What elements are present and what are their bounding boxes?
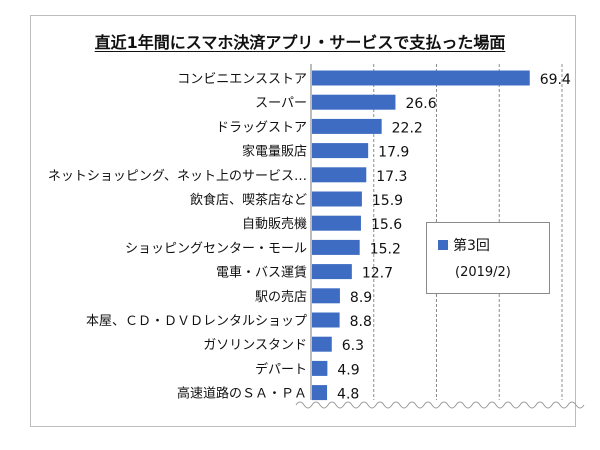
bar — [312, 191, 362, 207]
data-label: 15.9 — [372, 193, 403, 209]
bar — [312, 215, 361, 231]
category-label: 家電量販店 — [242, 144, 307, 160]
category-label: ネットショッピング、ネット上のサービス… — [48, 169, 307, 184]
bar — [312, 70, 530, 86]
bar — [312, 167, 367, 183]
bar — [312, 239, 360, 255]
data-label: 22.2 — [392, 120, 423, 136]
category-label: ドラッグストア — [216, 120, 307, 135]
bar — [312, 264, 352, 280]
data-label: 8.8 — [350, 314, 372, 330]
data-label: 15.6 — [371, 217, 402, 233]
legend-note: (2019/2) — [455, 265, 511, 280]
category-label: 高速道路のＳＡ・ＰＡ — [177, 386, 307, 402]
data-label: 4.9 — [337, 362, 359, 378]
category-label: スーパー — [255, 96, 307, 111]
data-label: 8.9 — [350, 290, 372, 306]
chart-title: 直近1年間にスマホ決済アプリ・サービスで支払った場面 — [94, 33, 506, 52]
category-label: ガソリンスタンド — [203, 338, 307, 353]
bar — [312, 360, 328, 376]
bar — [312, 336, 332, 352]
legend-series-label: 第3回 — [453, 238, 490, 254]
data-label: 26.6 — [405, 96, 436, 112]
category-label: ショッピングセンター・モール — [125, 241, 307, 256]
axis-break-wave — [295, 401, 585, 409]
category-label: 飲食店、喫茶店など — [190, 192, 307, 208]
data-label: 12.7 — [362, 266, 393, 282]
bar — [312, 385, 328, 401]
category-label: 本屋、ＣＤ・ＤＶＤレンタルショップ — [86, 314, 307, 329]
chart-legend: 第3回 (2019/2) — [426, 222, 550, 294]
data-label: 6.3 — [342, 338, 364, 354]
category-label: 駅の売店 — [255, 289, 307, 305]
data-label: 17.3 — [376, 169, 407, 185]
bar — [312, 118, 382, 134]
category-label: 電車・バス運賃 — [216, 266, 307, 281]
legend-entry: 第3回 — [438, 235, 490, 255]
category-label: コンビニエンスストア — [177, 72, 307, 87]
bar — [312, 312, 340, 328]
bar — [312, 288, 340, 304]
category-label: 自動販売機 — [242, 216, 307, 232]
bar — [312, 94, 396, 110]
bar — [312, 143, 369, 159]
data-label: 4.8 — [337, 387, 359, 403]
data-label: 69.4 — [540, 72, 571, 88]
legend-swatch — [438, 240, 448, 250]
data-label: 17.9 — [378, 145, 409, 161]
category-label: デパート — [255, 361, 307, 377]
data-label: 15.2 — [370, 241, 401, 257]
